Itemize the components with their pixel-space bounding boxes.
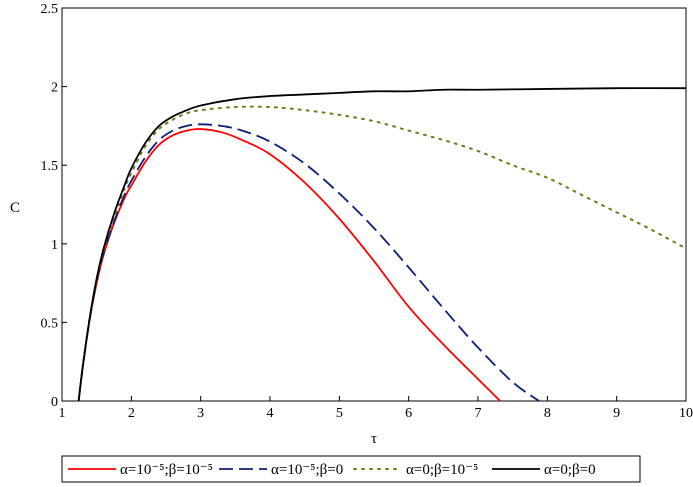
y-tick-label: 0.5 <box>41 316 59 331</box>
legend-label-1: α=10⁻⁵;β=10⁻⁵ <box>120 462 213 478</box>
legend-items: α=10⁻⁵;β=10⁻⁵ α=10⁻⁵;β=0 α=0;β=10⁻⁵ α=0;β=0 <box>68 462 596 478</box>
x-tick-label: 2 <box>128 406 135 421</box>
y-axis-ticks: 0 0.5 1 1.5 2 2.5 <box>41 2 67 410</box>
x-tick-label: 4 <box>267 406 274 421</box>
x-tick-label: 7 <box>475 406 482 421</box>
y-tick-label: 0 <box>51 395 58 410</box>
x-tick-label: 8 <box>544 406 551 421</box>
x-tick-label: 9 <box>613 406 620 421</box>
series-line-1 <box>77 128 501 402</box>
legend-label-3: α=0;β=10⁻⁵ <box>406 462 478 478</box>
x-tick-label: 1 <box>59 406 66 421</box>
series-line-3 <box>77 105 687 402</box>
y-tick-label: 2.5 <box>41 2 59 17</box>
legend: α=10⁻⁵;β=10⁻⁵ α=10⁻⁵;β=0 α=0;β=10⁻⁵ α=0;β=0 <box>61 455 641 483</box>
x-axis-label: τ <box>371 431 377 447</box>
legend-label-4: α=0;β=0 <box>544 462 596 478</box>
legend-box <box>61 455 641 483</box>
y-axis-label: C <box>10 200 20 216</box>
plot-area <box>61 7 687 402</box>
series-line-2 <box>77 123 540 402</box>
x-tick-label: 6 <box>405 406 412 421</box>
legend-label-2: α=10⁻⁵;β=0 <box>271 462 343 478</box>
x-tick-label: 3 <box>197 406 204 421</box>
series-layer <box>77 87 687 402</box>
y-tick-label: 2 <box>51 81 58 96</box>
x-tick-label: 5 <box>336 406 343 421</box>
y-tick-label: 1.5 <box>41 159 59 174</box>
series-line-4 <box>77 87 687 402</box>
y-tick-label: 1 <box>51 238 58 253</box>
x-tick-label: 10 <box>679 406 693 421</box>
x-axis-ticks: 1 2 3 4 5 6 7 8 9 10 <box>59 396 693 421</box>
